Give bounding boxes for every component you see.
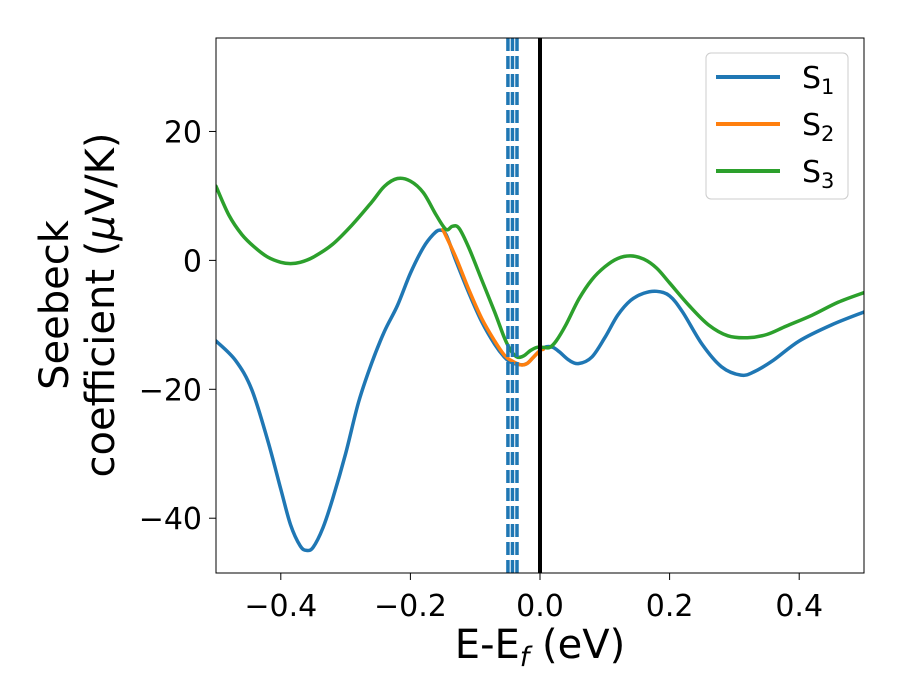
legend-label-s1: S1 (802, 61, 834, 99)
y-axis-label-unit: V/K) (78, 133, 124, 216)
legend-label-s3: S3 (802, 155, 834, 193)
y-tick-label: −40 (139, 502, 202, 537)
y-axis-label-line1: Seebeck (32, 219, 78, 390)
x-axis-label-main: E-E (455, 622, 520, 668)
y-tick-label: 0 (183, 244, 202, 279)
legend-entry-s1: S1 (716, 61, 834, 99)
x-tick-label: 0.2 (646, 589, 694, 624)
y-axis-ticks: −40 −20 0 20 (139, 115, 216, 537)
data-layer (216, 38, 864, 573)
x-tick-label: 0.0 (516, 589, 564, 624)
legend-entry-s3: S3 (716, 155, 834, 193)
series-line-s2 (441, 227, 545, 367)
legend-entry-s2: S2 (716, 108, 834, 146)
x-axis-label-unit: (eV) (529, 622, 625, 668)
x-axis-ticks: −0.4 −0.2 0.0 0.2 0.4 (244, 573, 823, 624)
y-tick-label: −20 (139, 373, 202, 408)
x-axis-label: E-Ef (eV) (455, 622, 625, 673)
y-tick-label: 20 (164, 115, 202, 150)
x-tick-label: −0.2 (374, 589, 447, 624)
legend-label-s2: S2 (802, 108, 834, 146)
legend: S1 S2 S3 (705, 52, 849, 200)
x-tick-label: 0.4 (775, 589, 823, 624)
y-axis-label-line2: coefficient (μV/K) (78, 133, 124, 478)
y-axis-label-mu: μ (78, 215, 124, 241)
x-tick-label: −0.4 (244, 589, 317, 624)
y-axis-label-text: coefficient ( (78, 241, 124, 478)
